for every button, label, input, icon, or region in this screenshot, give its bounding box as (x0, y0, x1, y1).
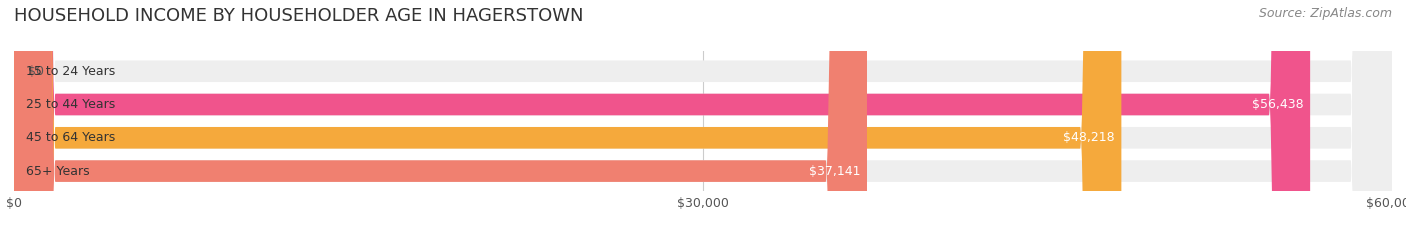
Text: 15 to 24 Years: 15 to 24 Years (25, 65, 115, 78)
FancyBboxPatch shape (14, 0, 1392, 233)
Text: HOUSEHOLD INCOME BY HOUSEHOLDER AGE IN HAGERSTOWN: HOUSEHOLD INCOME BY HOUSEHOLDER AGE IN H… (14, 7, 583, 25)
Text: $56,438: $56,438 (1251, 98, 1303, 111)
FancyBboxPatch shape (14, 0, 1392, 233)
FancyBboxPatch shape (14, 0, 1122, 233)
FancyBboxPatch shape (14, 0, 1310, 233)
FancyBboxPatch shape (14, 0, 1392, 233)
Text: 65+ Years: 65+ Years (25, 164, 89, 178)
Text: $0: $0 (28, 65, 44, 78)
Text: 25 to 44 Years: 25 to 44 Years (25, 98, 115, 111)
FancyBboxPatch shape (14, 0, 868, 233)
Text: $48,218: $48,218 (1063, 131, 1115, 144)
Text: 45 to 64 Years: 45 to 64 Years (25, 131, 115, 144)
Text: Source: ZipAtlas.com: Source: ZipAtlas.com (1258, 7, 1392, 20)
Text: $37,141: $37,141 (808, 164, 860, 178)
FancyBboxPatch shape (14, 0, 1392, 233)
